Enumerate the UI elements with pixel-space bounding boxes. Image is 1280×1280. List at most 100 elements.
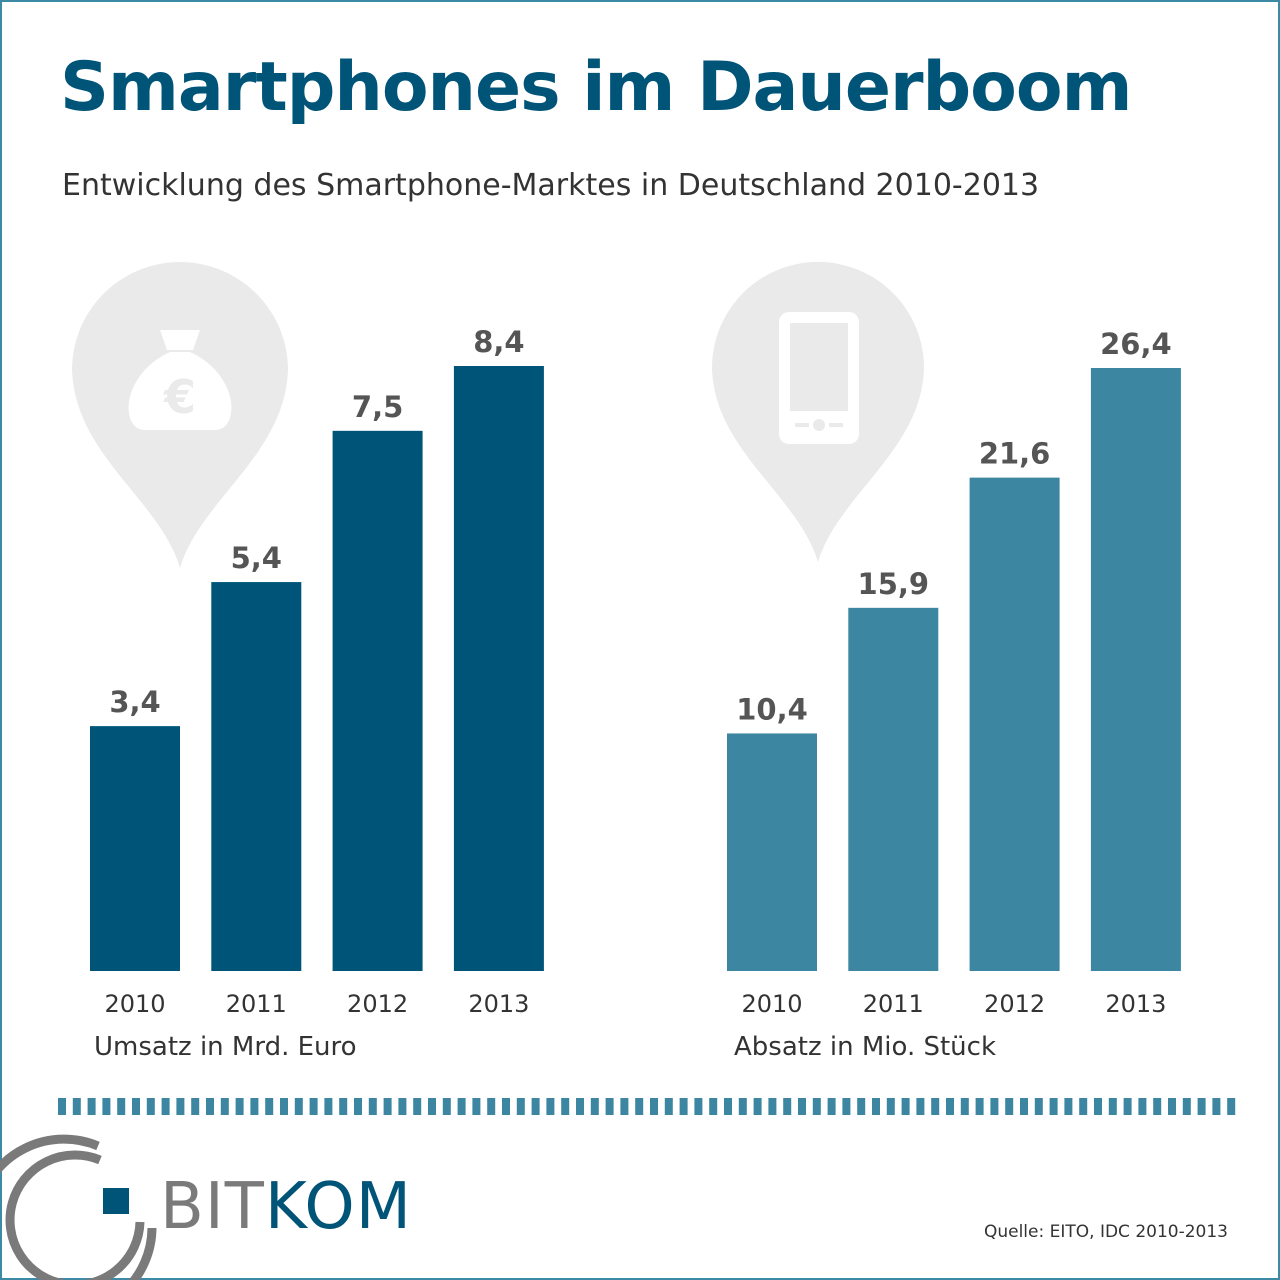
- money-bag-euro-icon: €: [72, 262, 288, 568]
- logo-part2: KOM: [264, 1170, 412, 1244]
- divider-dash: [309, 1098, 318, 1115]
- divider-dash: [827, 1098, 836, 1115]
- divider-dash: [694, 1098, 703, 1115]
- divider-dash: [886, 1098, 895, 1115]
- divider-dash: [931, 1098, 940, 1115]
- divider-dash: [531, 1098, 540, 1115]
- divider-dash: [1079, 1098, 1088, 1115]
- smartphone-icon: [711, 261, 924, 562]
- divider-dash: [901, 1098, 910, 1115]
- units-value-label: 26,4: [1100, 327, 1172, 361]
- divider-dash: [1108, 1098, 1117, 1115]
- bitkom-logo-text: BITKOM: [160, 1170, 412, 1244]
- divider-dash: [428, 1098, 436, 1115]
- divider-dash: [1182, 1098, 1191, 1115]
- divider-dash: [442, 1098, 451, 1115]
- divider-dash: [1064, 1098, 1073, 1115]
- divider-dash: [383, 1098, 392, 1115]
- units-bar-2010: [727, 733, 817, 971]
- divider-dash: [1123, 1098, 1132, 1115]
- revenue-value-label: 7,5: [352, 390, 403, 424]
- divider-dash: [872, 1098, 880, 1115]
- divider-dash: [724, 1098, 732, 1115]
- divider-dash: [946, 1098, 954, 1115]
- revenue-year-label: 2013: [468, 990, 529, 1018]
- divider-dash: [783, 1098, 792, 1115]
- divider-dash: [1153, 1098, 1162, 1115]
- revenue-bar-2013: [453, 366, 544, 971]
- divider-dash: [132, 1098, 140, 1115]
- divider-dash: [413, 1098, 422, 1115]
- divider-dash: [546, 1098, 555, 1115]
- divider-dash: [990, 1098, 999, 1115]
- revenue-bar-chart: 3,4 2010 5,4 2011 7,5 2012 8,4 2013: [90, 325, 544, 1018]
- revenue-year-label: 2012: [347, 990, 408, 1018]
- divider-dash: [117, 1098, 126, 1115]
- logo-part1: BIT: [160, 1170, 265, 1244]
- units-value-label: 15,9: [858, 567, 930, 601]
- source-note: Quelle: EITO, IDC 2010-2013: [983, 1222, 1228, 1242]
- divider-dash: [146, 1098, 155, 1115]
- divider-dash: [472, 1098, 481, 1115]
- divider-dash: [1034, 1098, 1043, 1115]
- divider-dash: [605, 1098, 614, 1115]
- divider-dash: [161, 1098, 170, 1115]
- units-year-label: 2012: [984, 990, 1045, 1018]
- revenue-value-label: 8,4: [473, 325, 524, 359]
- revenue-year-label: 2010: [104, 990, 165, 1018]
- units-year-label: 2010: [741, 990, 802, 1018]
- divider-dash: [339, 1098, 348, 1115]
- divider-dash: [650, 1098, 658, 1115]
- divider-dash: [457, 1098, 466, 1115]
- divider-dash: [1020, 1098, 1028, 1115]
- divider-dash: [590, 1098, 599, 1115]
- units-bar-chart: 10,4 2010 15,9 2011 21,6 2012 26,4 2013: [727, 327, 1181, 1018]
- divider-dash: [294, 1098, 303, 1115]
- divider-dash: [753, 1098, 762, 1115]
- divider-dash: [516, 1098, 525, 1115]
- page-title: Smartphones im Dauerboom: [60, 48, 1132, 127]
- dashed-divider: [58, 1098, 1236, 1115]
- divider-dash: [398, 1098, 407, 1115]
- divider-dash: [635, 1098, 644, 1115]
- divider-dash: [368, 1098, 377, 1115]
- divider-dash: [857, 1098, 866, 1115]
- revenue-value-label: 3,4: [109, 685, 160, 719]
- divider-dash: [220, 1098, 229, 1115]
- divider-dash: [1168, 1098, 1176, 1115]
- divider-dash: [620, 1098, 629, 1115]
- divider-dash: [1212, 1098, 1221, 1115]
- divider-dash: [265, 1098, 274, 1115]
- units-series-label: Absatz in Mio. Stück: [734, 1032, 996, 1062]
- divider-dash: [1138, 1098, 1147, 1115]
- divider-dash: [72, 1098, 81, 1115]
- units-year-label: 2011: [863, 990, 924, 1018]
- divider-dash: [176, 1098, 185, 1115]
- revenue-value-label: 5,4: [231, 541, 282, 575]
- divider-dash: [1227, 1098, 1236, 1115]
- divider-dash: [250, 1098, 259, 1115]
- divider-dash: [235, 1098, 244, 1115]
- divider-dash: [842, 1098, 851, 1115]
- divider-dash: [191, 1098, 200, 1115]
- units-bar-2011: [848, 607, 939, 971]
- divider-dash: [1197, 1098, 1206, 1115]
- divider-dash: [502, 1098, 510, 1115]
- divider-dash: [1049, 1098, 1058, 1115]
- units-year-label: 2013: [1105, 990, 1166, 1018]
- divider-dash: [561, 1098, 570, 1115]
- divider-dash: [280, 1098, 288, 1115]
- divider-dash: [975, 1098, 984, 1115]
- divider-dash: [960, 1098, 969, 1115]
- revenue-bar-2012: [332, 430, 423, 972]
- revenue-bar-2011: [211, 582, 302, 971]
- divider-dash: [576, 1098, 584, 1115]
- units-value-label: 21,6: [979, 437, 1051, 471]
- units-bar-2012: [969, 477, 1060, 971]
- bitkom-logo-mark: [0, 1134, 157, 1280]
- divider-dash: [664, 1098, 673, 1115]
- divider-dash: [812, 1098, 821, 1115]
- revenue-year-label: 2011: [226, 990, 287, 1018]
- divider-dash: [738, 1098, 747, 1115]
- divider-dash: [709, 1098, 718, 1115]
